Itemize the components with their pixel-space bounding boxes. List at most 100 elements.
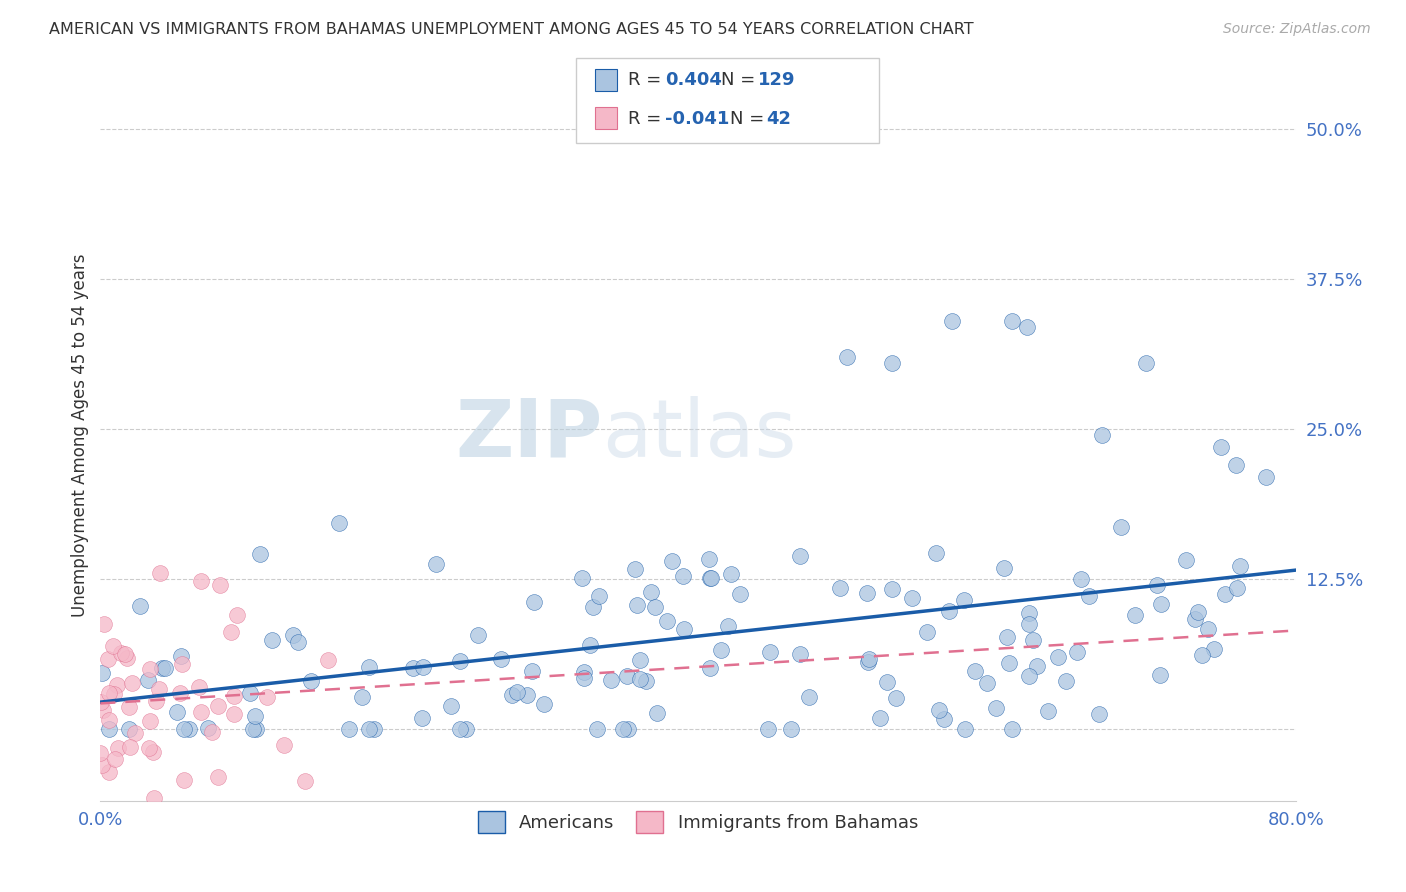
Point (97, 652, 120, 666)
Point (91, 666, 114, 681)
Point (357, 659, 380, 673)
Point (201, 725, 224, 739)
Point (207, 771, 229, 785)
Point (998, 656, 1021, 670)
Point (153, 661, 176, 675)
Point (900, 591, 922, 606)
Point (1135, 356, 1157, 370)
Point (600, 673, 623, 688)
Point (148, 682, 170, 697)
Point (661, 554, 683, 568)
Point (617, 722, 640, 736)
Point (139, 662, 162, 676)
Point (1046, 649, 1069, 664)
Point (645, 706, 668, 721)
Point (1191, 648, 1213, 663)
Point (856, 656, 879, 670)
Point (170, 648, 193, 663)
Point (634, 673, 657, 688)
Point (169, 686, 191, 700)
Point (1054, 673, 1077, 688)
Point (672, 569, 695, 583)
Point (287, 635, 309, 649)
Point (1184, 612, 1206, 626)
Point (880, 582, 903, 596)
Point (197, 721, 219, 735)
Point (118, 722, 141, 736)
Point (571, 571, 593, 585)
Point (105, 678, 128, 692)
Point (1149, 668, 1171, 682)
Point (932, 712, 955, 726)
Point (1018, 617, 1040, 632)
Point (1187, 605, 1209, 619)
Point (110, 646, 132, 660)
Point (579, 638, 602, 652)
Point (90, 695, 112, 709)
Point (523, 595, 546, 609)
Point (170, 657, 193, 672)
Text: ZIP: ZIP (456, 396, 602, 474)
Point (328, 516, 350, 530)
Point (1109, 520, 1132, 534)
Point (644, 600, 666, 615)
Point (915, 624, 938, 639)
Point (925, 546, 948, 560)
Point (411, 711, 433, 725)
Point (858, 652, 880, 666)
Point (179, 722, 201, 736)
Point (239, 686, 262, 700)
Point (249, 547, 271, 561)
Point (273, 739, 295, 753)
Point (1022, 632, 1045, 647)
Point (149, 566, 172, 580)
Point (700, 571, 723, 585)
Point (97, 722, 120, 736)
Point (828, 581, 851, 595)
Point (1001, 722, 1024, 736)
Point (207, 698, 229, 713)
Point (505, 685, 527, 699)
Point (582, 599, 605, 614)
Point (1146, 578, 1168, 592)
Point (1090, 428, 1112, 442)
Point (616, 669, 638, 683)
Point (118, 699, 141, 714)
Point (628, 653, 651, 667)
Point (357, 722, 380, 736)
Text: 42: 42 (766, 110, 792, 128)
Point (626, 598, 648, 612)
Point (190, 574, 212, 589)
Point (318, 653, 340, 667)
Point (655, 614, 678, 628)
Text: Source: ZipAtlas.com: Source: ZipAtlas.com (1223, 22, 1371, 37)
Point (1202, 642, 1225, 657)
Text: 129: 129 (758, 71, 796, 89)
Point (1213, 587, 1236, 601)
Point (1015, 319, 1038, 334)
Point (245, 722, 267, 736)
Point (439, 699, 461, 714)
Point (449, 722, 471, 736)
Point (953, 722, 976, 736)
Point (1209, 440, 1232, 454)
Point (299, 674, 322, 689)
Point (114, 648, 136, 662)
Point (963, 664, 986, 678)
Point (449, 655, 471, 669)
Point (221, 624, 243, 639)
Point (953, 593, 976, 607)
Point (976, 676, 998, 690)
Point (789, 549, 811, 563)
Point (1026, 658, 1049, 673)
Point (941, 314, 963, 328)
Point (1088, 706, 1111, 721)
Y-axis label: Unemployment Among Ages 45 to 54 years: Unemployment Among Ages 45 to 54 years (72, 253, 89, 616)
Point (128, 599, 150, 614)
Point (363, 722, 385, 736)
Point (533, 697, 555, 711)
Legend: Americans, Immigrants from Bahamas: Americans, Immigrants from Bahamas (471, 804, 925, 840)
Point (150, 661, 173, 675)
Point (1066, 645, 1088, 659)
Point (456, 722, 478, 736)
